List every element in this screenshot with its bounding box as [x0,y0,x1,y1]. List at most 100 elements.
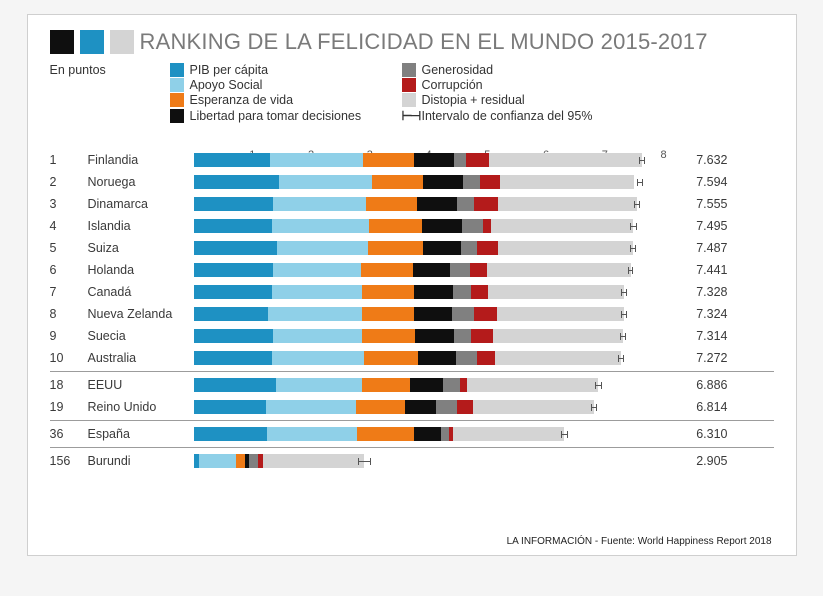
data-row: 9Suecia7.314 [50,325,774,347]
legend-area: En puntos PIB per cápitaGenerosidadApoyo… [50,63,774,123]
rows-container: 1Finlandia7.6322Noruega7.5943Dinamarca7.… [50,149,774,472]
bar-segment [362,285,415,299]
bar-segment [267,427,357,441]
ci-whisker [639,160,645,161]
bar-segment [489,153,642,167]
bar-segment [417,197,457,211]
bar-segment [453,285,472,299]
legend-grid: PIB per cápitaGenerosidadApoyo SocialCor… [170,63,642,123]
stacked-bar [194,378,599,392]
bar-segment [483,219,491,233]
country-cell: EEUU [88,378,194,392]
bar-segment [194,307,269,321]
bar-cell [194,219,664,233]
stacked-bar [194,307,625,321]
country-cell: Suiza [88,241,194,255]
bar-segment [277,241,368,255]
rank-cell: 2 [50,175,88,189]
ci-whisker [358,461,371,462]
country-cell: Dinamarca [88,197,194,211]
bar-segment [462,219,483,233]
bar-segment [497,307,624,321]
stacked-bar [194,400,594,414]
bar-segment [480,175,500,189]
stacked-bar [194,329,623,343]
data-row: 10Australia7.272 [50,347,774,369]
bar-segment [366,197,417,211]
bar-segment [474,307,497,321]
bar-segment [361,263,413,277]
bar-segment [466,153,489,167]
ci-whisker [634,204,640,205]
country-cell: Burundi [88,454,194,468]
bar-segment [276,378,362,392]
rank-cell: 1 [50,153,88,167]
bar-segment [279,175,372,189]
bar-segment [372,175,423,189]
bar-segment [477,241,498,255]
chart-title: RANKING DE LA FELICIDAD EN EL MUNDO 2015… [140,29,708,55]
ci-whisker [595,385,602,386]
legend-item: Corrupción [402,78,642,92]
bar-segment [273,197,366,211]
stacked-bar [194,427,565,441]
title-swatch-3 [110,30,134,54]
title-swatch-2 [80,30,104,54]
stacked-bar [194,263,631,277]
bar-segment [194,241,277,255]
data-row: 5Suiza7.487 [50,237,774,259]
ci-whisker [630,248,636,249]
data-row: 8Nueva Zelanda7.324 [50,303,774,325]
bar-segment [415,329,454,343]
bar-segment [471,285,488,299]
title-row: RANKING DE LA FELICIDAD EN EL MUNDO 2015… [50,29,774,55]
legend-item: ⊢⊣Intervalo de confianza del 95% [402,108,642,123]
bar-segment [461,241,476,255]
data-row: 2Noruega7.594 [50,171,774,193]
legend-label: Intervalo de confianza del 95% [422,109,593,123]
value-cell: 7.314 [664,329,734,343]
country-cell: Islandia [88,219,194,233]
bar-segment [405,400,436,414]
bar-segment [457,197,473,211]
legend-label: PIB per cápita [190,63,269,77]
value-cell: 7.328 [664,285,734,299]
bar-segment [194,219,273,233]
bar-segment [194,285,272,299]
axis-row: 12345678 [50,133,774,149]
rank-cell: 36 [50,427,88,441]
legend-item: Generosidad [402,63,642,77]
bar-segment [270,153,363,167]
value-cell: 7.487 [664,241,734,255]
bar-cell [194,351,664,365]
bar-segment [194,263,274,277]
legend-item: Distopia + residual [402,93,642,107]
bar-segment [453,427,564,441]
stacked-bar [194,285,625,299]
bar-cell [194,153,664,167]
bar-cell [194,329,664,343]
group-divider [50,420,774,421]
value-cell: 7.555 [664,197,734,211]
legend-item: Libertad para tomar decisiones [170,108,390,123]
legend-swatch [402,78,416,92]
value-cell: 2.905 [664,454,734,468]
bar-segment [194,329,274,343]
bar-segment [362,307,414,321]
bar-cell [194,263,664,277]
bar-segment [249,454,258,468]
stacked-bar [194,351,621,365]
bar-segment [273,263,361,277]
rank-cell: 7 [50,285,88,299]
bar-segment [362,378,410,392]
bar-segment [441,427,449,441]
rank-cell: 4 [50,219,88,233]
bar-segment [460,378,468,392]
bar-segment [498,197,637,211]
bar-segment [454,153,466,167]
country-cell: Canadá [88,285,194,299]
bar-segment [454,329,471,343]
legend-swatch [170,109,184,123]
bar-segment [488,285,624,299]
country-cell: Suecia [88,329,194,343]
